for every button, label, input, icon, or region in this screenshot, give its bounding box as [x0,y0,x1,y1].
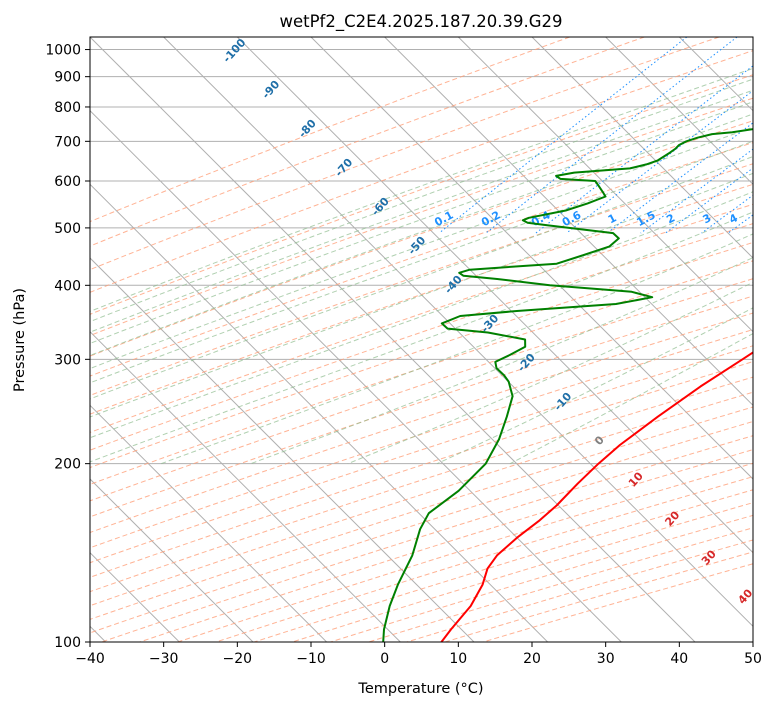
x-tick-label: −30 [149,651,179,667]
mixing-ratio-line [566,90,753,234]
dry-adiabat-line [90,278,753,502]
y-tick-label: 500 [54,221,81,237]
moist-adiabat-line [90,191,753,439]
mixing-ratio-line [438,37,688,234]
y-tick-label: 1000 [45,43,81,59]
moist-adiabat-line [436,307,753,465]
isotherm-line [90,330,401,642]
isotherm-line [384,37,753,407]
profile-lines [382,128,753,642]
moist-adiabat-line [90,67,753,312]
y-tick-label: 100 [54,635,81,651]
dry-adiabat-line [90,223,753,451]
x-tick-label: 0 [380,651,389,667]
x-tick-label: 50 [744,651,762,667]
temperature-profile-line [440,351,753,642]
dry-adiabat-line [90,37,720,271]
x-tick-label: 10 [449,651,467,667]
background-lines [90,37,753,642]
x-tick-label: −40 [75,651,105,667]
dry-adiabat-line [90,37,570,223]
moist-adiabat-line [90,140,753,384]
moist-adiabat-line [160,233,753,465]
isotherm-line [163,37,753,628]
mixing-ratio-line [606,122,753,234]
x-tick-label: −10 [296,651,326,667]
y-tick-label: 800 [54,100,81,116]
chart-title: wetPf2_C2E4.2025.187.20.39.G29 [279,12,562,32]
dry-adiabat-line [90,163,753,396]
dry-adiabat-line [90,312,753,534]
mixing-ratio-line [535,65,753,234]
isotherm-line [90,183,549,642]
x-tick-label: 40 [670,651,688,667]
isotherm-line [457,37,753,333]
dry-adiabat-line [90,260,753,485]
dry-adiabat-line [90,97,753,337]
axes: −40 −30 −20 −10 0 10 20 30 40 50 100 200 300 400 500 60… [45,43,762,667]
x-tick-label: −20 [223,651,253,667]
dry-adiabat-line [90,295,753,518]
dewpoint-profile-line [382,128,753,642]
y-tick-label: 400 [54,278,81,294]
dry-adiabat-line [90,345,753,564]
plot-frame [89,36,754,643]
x-tick-label: 20 [523,651,541,667]
isotherm-line [605,37,753,186]
y-tick-label: 700 [54,134,81,150]
y-tick-label: 200 [54,457,81,473]
dry-adiabat-line [90,329,753,549]
moist-adiabat-line [347,281,753,465]
dry-adiabat-line [90,241,753,469]
moist-adiabat-line [90,78,753,323]
isotherm-line [531,37,753,259]
y-axis-label: Pressure (hPa) [12,288,28,392]
y-tick-label: 900 [54,70,81,86]
moist-adiabat-line [90,101,753,344]
isotherm-line [236,37,753,554]
isotherm-line [90,257,475,642]
y-tick-label: 600 [54,174,81,190]
isotherm-line [90,404,328,642]
x-tick-label: 30 [597,651,615,667]
y-tick-label: 300 [54,352,81,368]
dry-adiabat-line [90,391,753,607]
isotherm-line [90,37,696,642]
dry-adiabat-line [90,361,753,578]
isotherm-line [90,109,622,642]
isotherm-line [310,37,753,480]
moist-adiabat-line [90,172,753,418]
dry-adiabat-line [90,50,753,293]
x-axis-label: Temperature (°C) [357,681,483,697]
moist-adiabat-line [90,113,753,357]
